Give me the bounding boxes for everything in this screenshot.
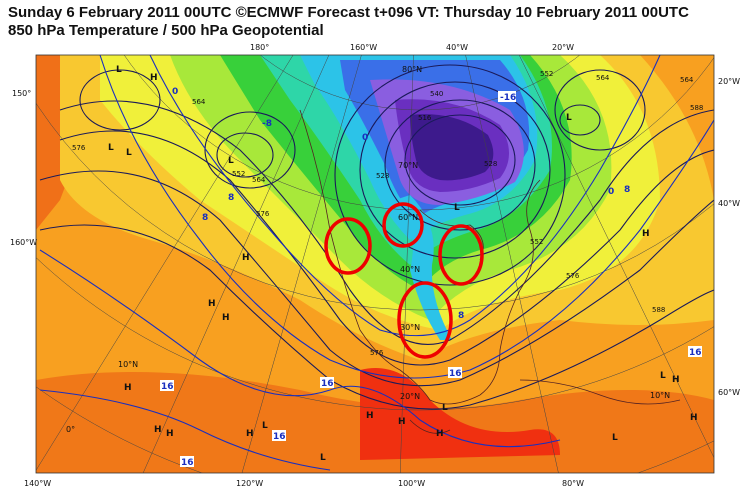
chart-title: Sunday 6 February 2011 00UTC ©ECMWF Fore…	[8, 4, 689, 21]
field-red	[360, 368, 560, 460]
geopotential-label: 564	[192, 98, 206, 106]
chart-subtitle: 850 hPa Temperature / 500 hPa Geopotenti…	[8, 22, 324, 39]
grid-label-interior-7: 0°	[66, 425, 75, 434]
temperature-label: 16	[321, 379, 334, 389]
temperature-label: 8	[624, 185, 630, 195]
grid-label-interior-1: 70°N	[398, 161, 418, 170]
annotation-circle	[382, 202, 424, 248]
pressure-center: H	[222, 313, 230, 323]
geopotential-label: 552	[232, 170, 245, 178]
temperature-label: 8	[228, 193, 234, 203]
grid-label-top-1: 160°W	[350, 43, 377, 52]
grid-label-left-0: 150°	[12, 89, 31, 98]
pressure-center: H	[208, 299, 216, 309]
pressure-center: H	[690, 413, 698, 423]
grid-label-left-1: 160°W	[10, 238, 37, 247]
pressure-center: H	[166, 429, 174, 439]
geopotential-label: 588	[690, 104, 703, 112]
grid-label-right-2: 60°W	[718, 388, 740, 397]
temperature-label: 8	[202, 213, 208, 223]
grid-label-interior-3: 40°N	[400, 265, 420, 274]
grid-label-top-2: 40°W	[446, 43, 468, 52]
map-frame	[35, 54, 715, 474]
grid-label-right-1: 40°W	[718, 199, 740, 208]
pressure-center: L	[126, 148, 132, 158]
temperature-label: -8	[262, 119, 272, 129]
grid-label-bottom-0: 140°W	[24, 479, 51, 488]
field-cyan-tongue	[395, 195, 452, 340]
graticule-labels: 180° 160°W 40°W 20°W 150° 160°W 20°W 40°…	[10, 43, 740, 488]
geopotential-label: 564	[680, 76, 694, 84]
pressure-center: H	[124, 383, 132, 393]
grid-label-right-0: 20°W	[718, 77, 740, 86]
temperature-label: 16	[449, 369, 462, 379]
geopotential-labels: 564 552 576 564 528 552 540 576 564 552 …	[72, 70, 703, 357]
geopotential-label: 588	[652, 306, 665, 314]
annotation-circle	[324, 217, 372, 275]
geopotential-label: 564	[252, 176, 266, 184]
pressure-center: H	[242, 253, 250, 263]
geopotential-label: 564	[596, 74, 610, 82]
pressure-center: L	[660, 371, 666, 381]
geopotential-label: 576	[566, 272, 580, 280]
grid-label-interior-6: 30°N	[400, 323, 420, 332]
grid-label-interior-8: 10°N	[650, 391, 670, 400]
pressure-center: L	[442, 403, 448, 413]
grid-label-bottom-1: 120°W	[236, 479, 263, 488]
temperature-label: -16	[500, 93, 516, 103]
temperature-label: 8	[458, 311, 464, 321]
pressure-center: H	[246, 429, 254, 439]
field-deep-purple	[410, 114, 494, 181]
geopotential-label: 576	[370, 349, 384, 357]
pressure-center: H	[154, 425, 162, 435]
temperature-contours	[39, 55, 714, 471]
temperature-field	[36, 55, 714, 473]
pressure-center: H	[150, 73, 158, 83]
grid-label-bottom-3: 80°W	[562, 479, 584, 488]
geopotential-label: 576	[72, 144, 86, 152]
temperature-label: 16	[273, 432, 286, 442]
pressure-center: H	[366, 411, 374, 421]
pressure-center: L	[262, 421, 268, 431]
grid-label-interior-5: 10°N	[118, 360, 138, 369]
temperature-label: 0	[608, 187, 614, 197]
temperature-label: 0	[362, 133, 368, 143]
pressure-center: L	[612, 433, 618, 443]
geopotential-label: 552	[540, 70, 553, 78]
grid-label-top-0: 180°	[250, 43, 269, 52]
temperature-labels: -16 0 8 8 0 8 16 16 16 16 16 -8 0 8 16	[160, 87, 702, 468]
pressure-center: L	[228, 156, 234, 166]
pressure-center: L	[108, 143, 114, 153]
geopotential-label: 528	[484, 160, 497, 168]
pressure-center: L	[320, 453, 326, 463]
annotation-circle	[438, 224, 484, 286]
geopotential-label: 516	[418, 114, 432, 122]
temperature-label: 16	[689, 348, 702, 358]
grid-label-interior-4: 20°N	[400, 392, 420, 401]
pressure-center: L	[566, 113, 572, 123]
grid-label-interior-2: 60°N	[398, 213, 418, 222]
pressure-centers: L H L L L H H H L L H H H H L H L H H L …	[108, 65, 698, 463]
geopotential-label: 528	[376, 172, 389, 180]
temperature-label: 16	[161, 382, 174, 392]
pressure-center: H	[642, 229, 650, 239]
pressure-center: H	[398, 417, 406, 427]
geopotential-contours	[39, 64, 714, 410]
temperature-label: 0	[172, 87, 178, 97]
geopotential-label: 552	[530, 238, 543, 246]
grid-label-top-3: 20°W	[552, 43, 574, 52]
annotation-circles	[324, 202, 484, 359]
grid-label-interior-0: 80°N	[402, 65, 422, 74]
pressure-center: L	[116, 65, 122, 75]
annotation-circle	[397, 281, 453, 359]
geopotential-label: 576	[256, 210, 270, 218]
geopotential-label: 540	[430, 90, 443, 98]
temperature-label: 16	[181, 458, 194, 468]
pressure-center: L	[454, 203, 460, 213]
pressure-center: H	[672, 375, 680, 385]
coastlines	[299, 109, 681, 434]
pressure-center: H	[436, 429, 444, 439]
grid-label-bottom-2: 100°W	[398, 479, 425, 488]
